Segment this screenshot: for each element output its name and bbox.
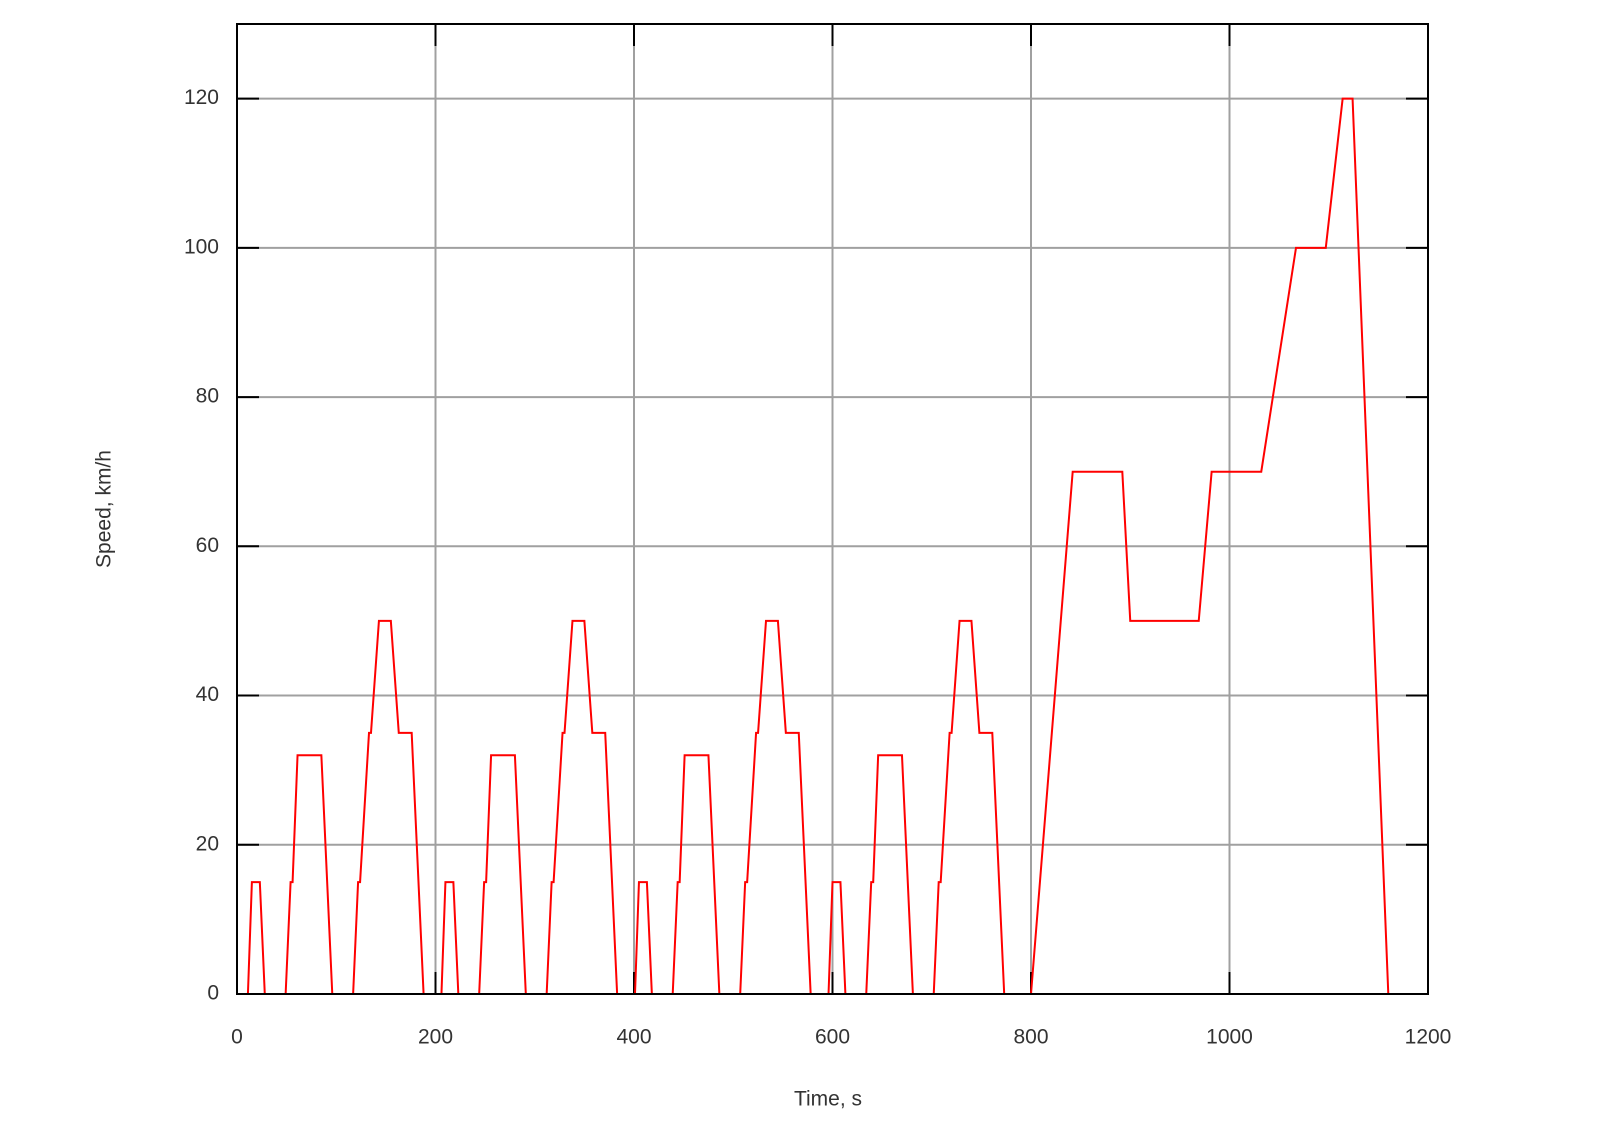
plot-frame: [236, 23, 1429, 995]
x-tick-label: 1000: [1206, 1026, 1253, 1049]
x-tick-label: 0: [231, 1026, 243, 1049]
x-tick-label: 400: [616, 1026, 651, 1049]
y-tick-label: 0: [207, 982, 219, 1005]
y-axis-label: Speed, km/h: [93, 450, 116, 568]
y-tick-label: 20: [196, 832, 219, 855]
y-tick-label: 100: [184, 235, 219, 258]
data-line: [237, 97, 1409, 995]
x-tick-label: 1200: [1405, 1026, 1452, 1049]
y-tick-label: 120: [184, 86, 219, 109]
y-tick-label: 80: [196, 385, 219, 408]
y-tick-label: 60: [196, 534, 219, 557]
x-tick-label: 600: [815, 1026, 850, 1049]
x-tick-label: 800: [1013, 1026, 1048, 1049]
x-tick-label: 200: [418, 1026, 453, 1049]
x-axis-label: Time, s: [794, 1088, 862, 1111]
y-tick-label: 40: [196, 683, 219, 706]
